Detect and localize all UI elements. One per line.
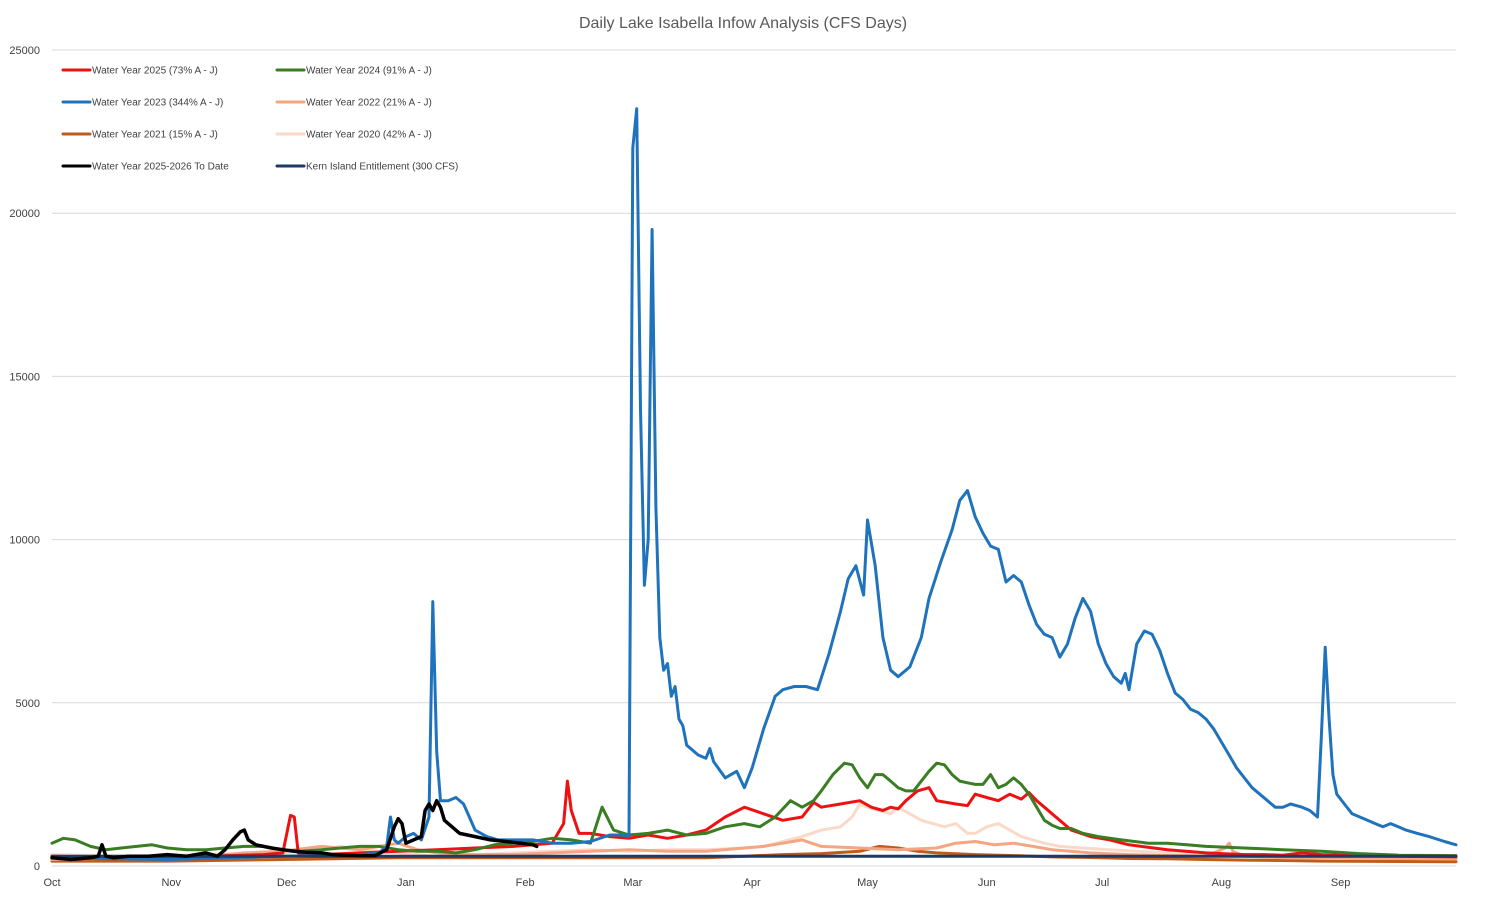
y-tick-label: 20000 <box>9 208 40 220</box>
legend-label: Water Year 2025-2026 To Date <box>92 162 229 173</box>
series-line-2 <box>50 107 1458 861</box>
series-lines <box>50 107 1458 864</box>
y-axis-ticks: 0 5000 10000 15000 20000 25000 <box>9 45 40 873</box>
chart-title: Daily Lake Isabella Infow Analysis (CFS … <box>579 15 907 32</box>
legend-label: Kern Island Entitlement (300 CFS) <box>306 162 458 173</box>
legend: Water Year 2025 (73% A - J) Water Year 20… <box>61 66 458 173</box>
x-tick-label: Oct <box>43 877 60 889</box>
legend-label: Water Year 2021 (15% A - J) <box>92 130 218 141</box>
legend-label: Water Year 2020 (42% A - J) <box>306 130 432 141</box>
x-tick-label: Jul <box>1095 877 1109 889</box>
x-tick-label: Jun <box>978 877 996 889</box>
legend-label: Water Year 2024 (91% A - J) <box>306 66 432 77</box>
x-tick-label: Jan <box>397 877 415 889</box>
legend-label: Water Year 2025 (73% A - J) <box>92 66 218 77</box>
x-tick-label: Dec <box>277 877 297 889</box>
legend-label: Water Year 2022 (21% A - J) <box>306 98 432 109</box>
y-tick-label: 0 <box>34 861 40 873</box>
series-line-4 <box>50 844 1458 864</box>
legend-label: Water Year 2023 (344% A - J) <box>92 98 223 109</box>
x-tick-label: Aug <box>1212 877 1232 889</box>
x-tick-label: Sep <box>1331 877 1351 889</box>
x-tick-label: Mar <box>623 877 642 889</box>
gridlines <box>52 49 1456 867</box>
y-tick-label: 5000 <box>16 698 40 710</box>
y-tick-label: 10000 <box>9 535 40 547</box>
y-tick-label: 15000 <box>9 371 40 383</box>
x-axis-ticks: Oct Nov Dec Jan Feb Mar Apr May Jun Jul Aug Sep <box>43 877 1350 889</box>
x-tick-label: Nov <box>161 877 181 889</box>
series-line-6 <box>50 798 539 862</box>
x-tick-label: Apr <box>744 877 761 889</box>
x-tick-label: Feb <box>516 877 535 889</box>
y-tick-label: 25000 <box>9 45 40 57</box>
x-tick-label: May <box>857 877 878 889</box>
